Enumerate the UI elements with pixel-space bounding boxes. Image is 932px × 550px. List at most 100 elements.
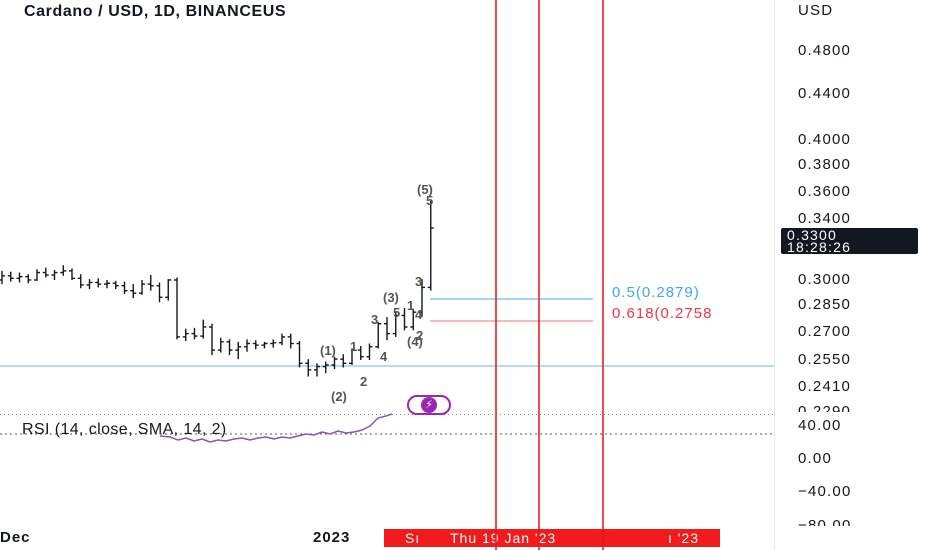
ohlc-bar [77, 274, 84, 289]
ohlc-bar [209, 323, 215, 356]
ohlc-bar [270, 339, 277, 348]
ohlc-bar [419, 279, 425, 318]
ohlc-bar [104, 279, 110, 289]
ohlc-bar [191, 327, 198, 340]
wave-label: 3 [371, 312, 379, 327]
wave-label: 4 [380, 349, 388, 364]
ohlc-bar [322, 361, 329, 374]
fib-level-0618-label: 0.618(0.2758 [612, 305, 713, 322]
wave-label: 2 [360, 374, 368, 389]
wave-label: 3 [415, 274, 423, 289]
wave-label: (1) [320, 343, 336, 358]
ohlc-bar [42, 267, 49, 278]
price-tick: 0.3800 [798, 156, 852, 173]
price-tick: 0.3400 [798, 210, 852, 227]
ohlc-bar [366, 343, 373, 360]
price-tick: 0.4800 [798, 42, 852, 59]
time-axis-label: Dec [0, 529, 31, 546]
time-range-highlight: Sı Thu 19 Jan '23 ı '23 [384, 529, 720, 547]
lightning-icon: ⚡ [421, 397, 437, 413]
wave-label: 1 [407, 298, 415, 313]
ohlc-bar [392, 312, 399, 337]
wave-label: (3) [383, 290, 399, 305]
ohlc-bar [7, 271, 14, 282]
ohlc-bar [139, 279, 145, 295]
ohlc-bar [305, 359, 312, 377]
rsi-pane[interactable] [0, 410, 774, 528]
rsi-tick: −40.00 [798, 483, 852, 500]
time-highlight-c: ı '23 [668, 530, 700, 546]
wave-label: 5 [426, 193, 434, 208]
ohlc-bar [51, 270, 58, 280]
wave-label: 5 [393, 305, 401, 320]
current-price-badge: 0.3300 18:28:26 [781, 228, 918, 254]
ohlc-bar [165, 279, 172, 301]
rsi-indicator-label[interactable]: RSI (14, close, SMA, 14, 2) [22, 421, 227, 438]
ohlc-bar [16, 272, 23, 283]
ohlc-bar [287, 333, 294, 349]
ohlc-bar [244, 339, 250, 352]
ohlc-bar [156, 282, 163, 303]
ohlc-bar [121, 281, 128, 294]
ohlc-bar [112, 280, 119, 290]
currency-label: USD [798, 2, 834, 19]
ohlc-bar [0, 270, 5, 285]
ohlc-bars [0, 200, 434, 377]
price-tick: 0.2700 [798, 323, 852, 340]
flash-badge[interactable]: ⚡ [407, 395, 451, 415]
wave-label: (4) [407, 334, 423, 349]
ohlc-bar [226, 339, 233, 356]
ohlc-bar [410, 308, 417, 331]
wave-label: (5) [417, 182, 433, 197]
rsi-tick: −80.00 [798, 518, 852, 526]
ohlc-bar [314, 363, 320, 377]
ohlc-bar [252, 340, 259, 350]
wave-label: 4 [415, 307, 423, 322]
ohlc-bar [357, 345, 364, 360]
current-price: 0.3300 [787, 227, 838, 243]
ohlc-bar [130, 284, 137, 299]
wave-label: 1 [350, 339, 358, 354]
ohlc-bar [261, 341, 268, 349]
ohlc-bar [86, 279, 93, 290]
price-tick: 0.2850 [798, 296, 852, 313]
ohlc-bar [235, 341, 242, 360]
ohlc-bar [34, 269, 40, 281]
rsi-tick: 0.00 [798, 450, 832, 467]
price-tick: 0.3600 [798, 183, 852, 200]
ohlc-bar [95, 278, 102, 288]
price-tick: 0.2290 [798, 404, 851, 412]
ohlc-bar [25, 274, 32, 284]
ohlc-bar [182, 328, 189, 342]
wave-label: 2 [416, 328, 424, 343]
ohlc-bar [69, 268, 75, 280]
ohlc-bar [340, 354, 347, 368]
chart-title: Cardano / USD, 1D, BINANCEUS [24, 3, 287, 20]
price-tick: 0.2410 [798, 378, 852, 395]
ohlc-bar [375, 322, 382, 349]
price-tick: 0.3000 [798, 271, 852, 288]
ohlc-bar [279, 333, 285, 346]
ohlc-bar [200, 319, 207, 339]
ohlc-bar [331, 356, 338, 370]
ohlc-bar [349, 348, 355, 365]
time-highlight-b: Thu 19 Jan '23 [450, 530, 557, 546]
rsi-tick: 40.00 [798, 417, 842, 434]
wave-label: (2) [331, 389, 347, 404]
ohlc-bar [384, 317, 390, 341]
time-axis-year: 2023 [313, 529, 351, 546]
ohlc-bar [427, 200, 434, 291]
price-axis-divider [774, 0, 775, 550]
price-tick: 0.4000 [798, 131, 852, 148]
fib-level-05-label: 0.5(0.2879) [612, 284, 700, 301]
ohlc-bar [217, 337, 224, 353]
ohlc-bar [147, 275, 154, 291]
ohlc-bar [60, 265, 67, 276]
price-chart[interactable] [0, 0, 774, 415]
rsi-line [159, 413, 393, 443]
time-highlight-a: Sı [405, 530, 421, 546]
ohlc-bar [174, 277, 180, 340]
price-tick: 0.4400 [798, 85, 852, 102]
ohlc-bar [401, 308, 408, 331]
ohlc-bar [296, 341, 303, 368]
